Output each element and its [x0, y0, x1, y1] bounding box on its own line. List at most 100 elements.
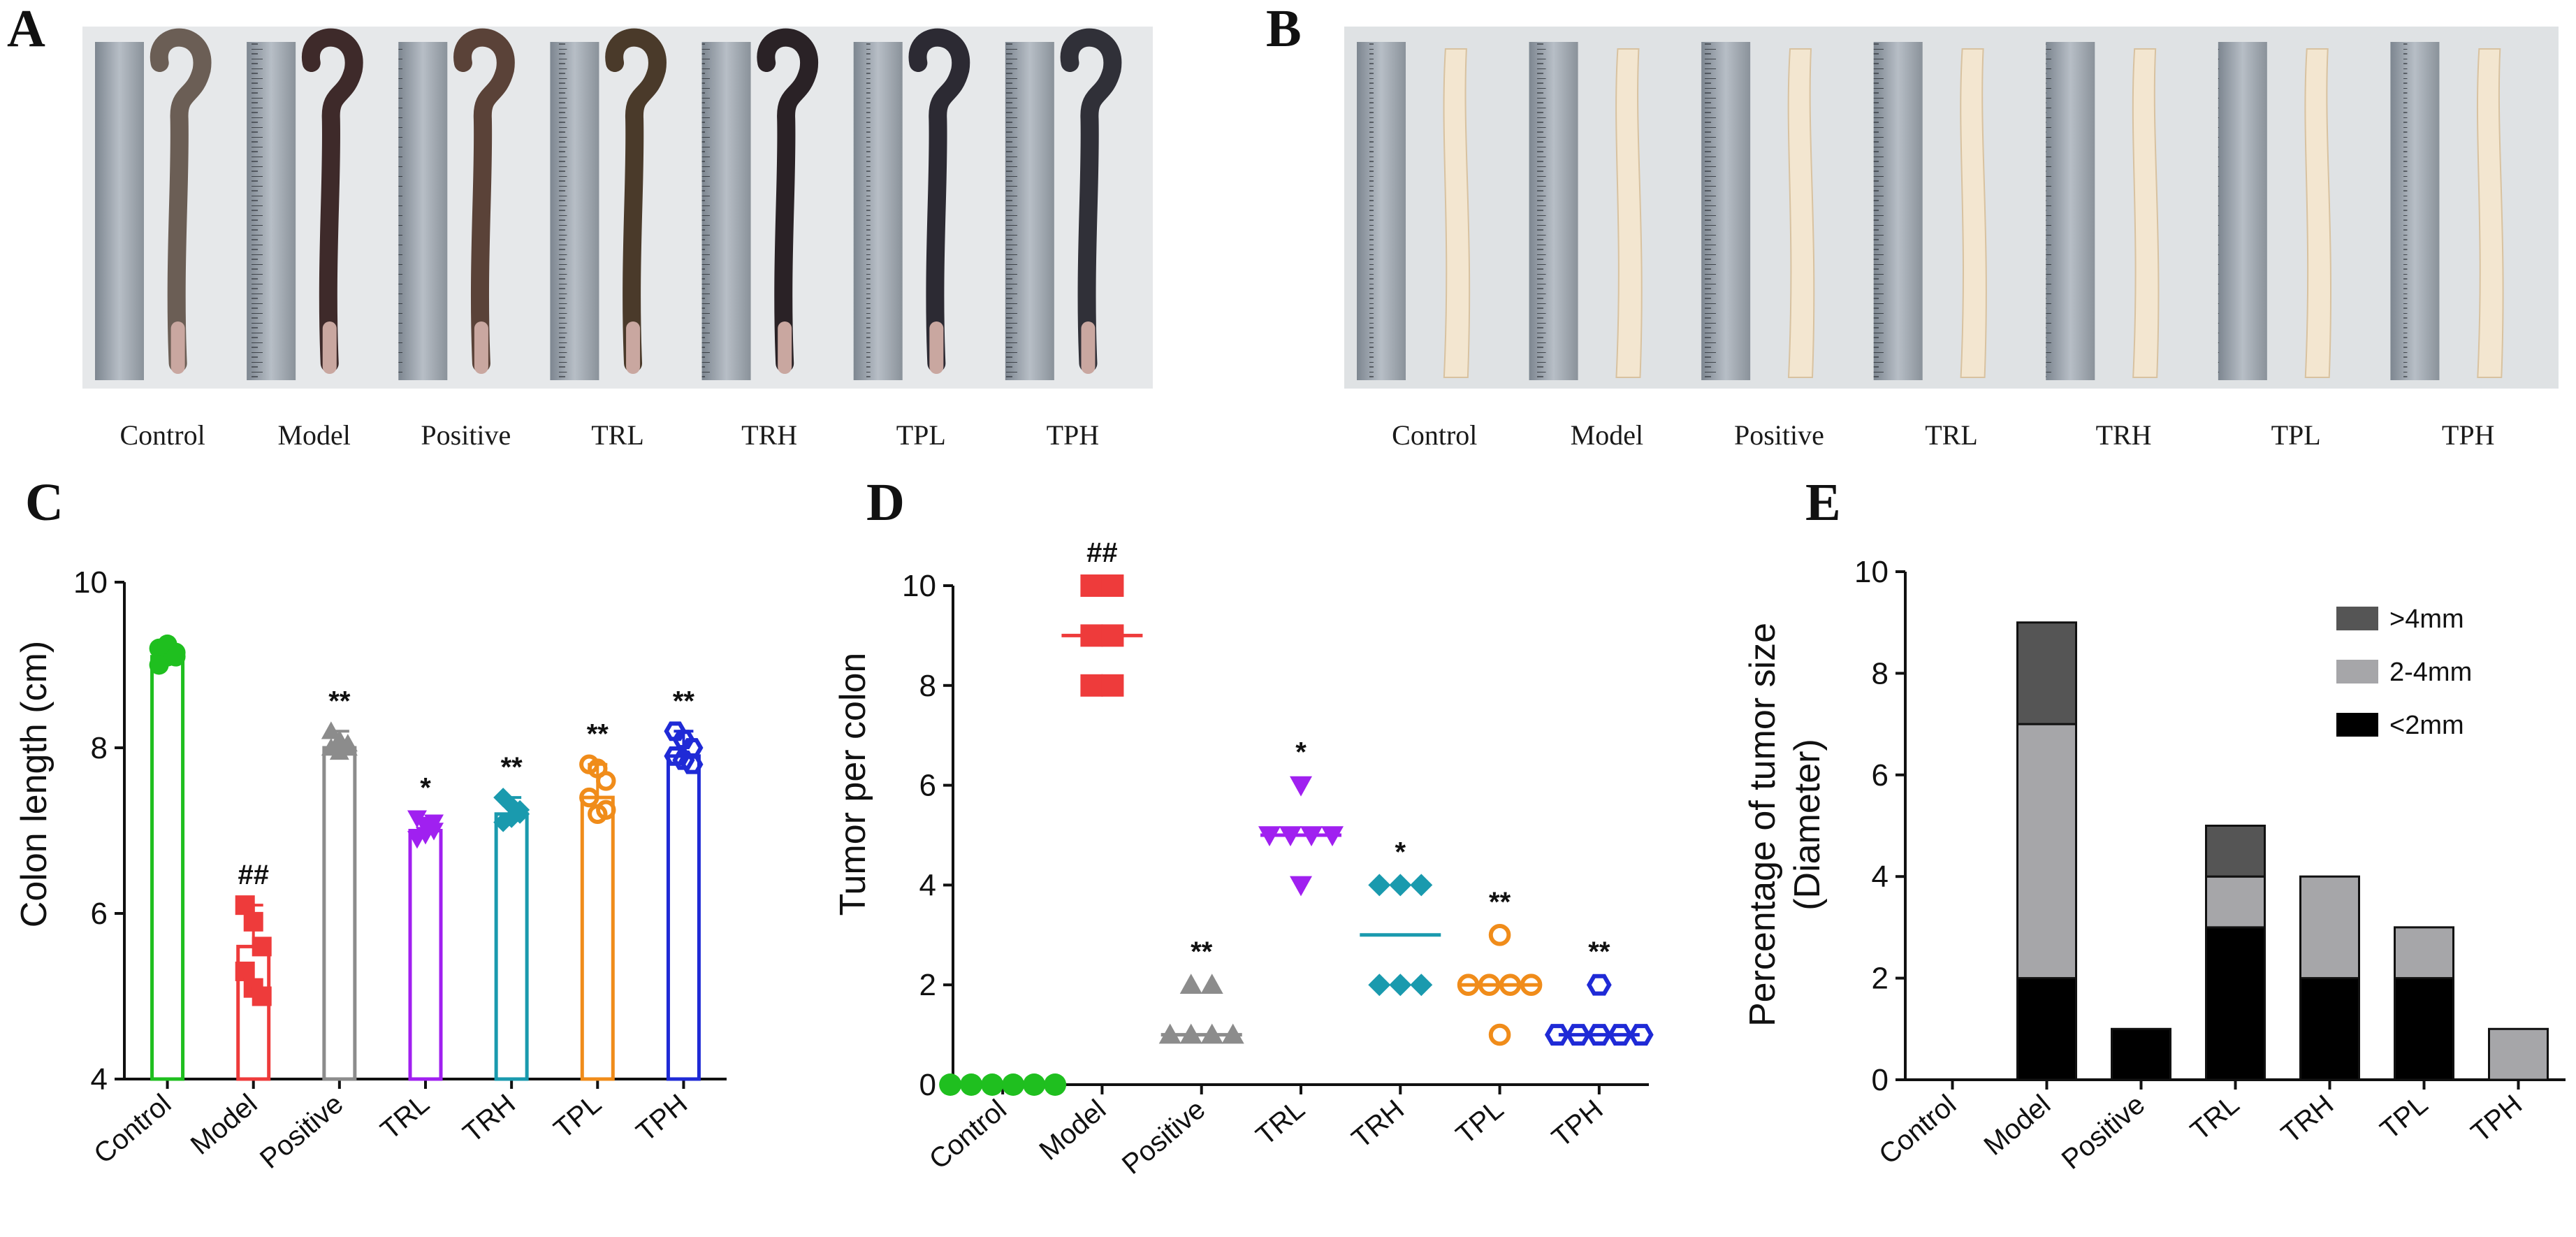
group-label-b-positive: Positive [1734, 419, 1824, 451]
point-tpl [596, 771, 616, 791]
ruler-ticks [1005, 42, 1022, 380]
legend-swatch-4mm [2336, 607, 2378, 630]
group-label-b-tph: TPH [2442, 419, 2495, 451]
colon-specimen [1960, 48, 1987, 378]
x-tick-label-positive: Positive [254, 1088, 349, 1175]
ruler-ticks [95, 42, 112, 380]
point-trh [1389, 974, 1412, 997]
point-positive [1179, 1023, 1202, 1044]
point-tph [681, 754, 704, 774]
y-tick-label: 2 [919, 968, 936, 1002]
y-tick-label: 6 [919, 769, 936, 803]
panel-a: A Control Model Positive TRL TRH TPL TPH [7, 0, 1153, 451]
point-control [1023, 1073, 1046, 1096]
x-tick-label-tpl: TPL [2375, 1089, 2433, 1145]
x-tick-label-control: Control [1873, 1089, 1962, 1171]
significance-trh: * [1395, 837, 1406, 867]
bar-tph [666, 754, 701, 1081]
group-label-a-tph: TPH [1047, 419, 1100, 451]
point-tph [1586, 1024, 1612, 1046]
point-trl [424, 814, 444, 832]
colon-specimen [150, 28, 212, 372]
colon-specimen [1060, 28, 1122, 372]
significance-tph: ** [1588, 936, 1610, 967]
point-tph [1607, 1024, 1633, 1046]
point-tpl [1478, 974, 1501, 996]
y-tick-label: 10 [902, 569, 936, 603]
stack-trl-2mm [2205, 926, 2266, 1081]
significance-model: ## [1086, 537, 1118, 568]
panel-b: B Control Model Positive TRL TRH TPL TPH [1266, 0, 2559, 451]
point-model [1101, 674, 1124, 697]
x-tick-label-positive: Positive [1116, 1094, 1211, 1180]
point-tpl [1520, 974, 1543, 996]
x-tick-label-tph: TPH [631, 1088, 694, 1148]
group-label-a-trl: TRL [591, 419, 644, 451]
ruler-ticks [2218, 42, 2235, 380]
ruler-ticks [247, 42, 264, 380]
x-tick-label-control: Control [88, 1088, 177, 1170]
x-tick-label-trl: TRL [2185, 1089, 2245, 1146]
y-tick-label: 0 [1872, 1063, 1889, 1097]
group-label-a-positive: Positive [421, 419, 511, 451]
colon-specimen [2476, 48, 2504, 378]
y-tick-label: 4 [919, 868, 936, 902]
stack-tph-2-4mm [2488, 1027, 2549, 1081]
group-labels-a: Control Model Positive TRL TRH TPL TPH [119, 419, 1099, 451]
panel-label-c: C [25, 473, 64, 532]
colon-specimen [301, 28, 363, 372]
x-tick-label-trh: TRH [458, 1088, 521, 1149]
bar-positive [322, 746, 357, 1081]
chart-e-ylabel: Percentage of tumor size [1742, 623, 1783, 1027]
colon-specimen [2132, 48, 2160, 378]
x-tick-label-model: Model [185, 1088, 263, 1161]
point-positive [321, 721, 341, 739]
point-positive [1158, 1023, 1181, 1044]
x-tick-label-tph: TPH [2466, 1089, 2528, 1148]
point-positive [1221, 1023, 1244, 1044]
point-model [1080, 674, 1103, 697]
colon-specimen [908, 28, 970, 372]
x-tick-label-trl: TRL [1251, 1094, 1311, 1151]
point-model [235, 961, 255, 981]
group-label-b-model: Model [1571, 419, 1643, 451]
stack-model-2mm [2016, 977, 2077, 1081]
y-tick-label: 4 [1872, 860, 1889, 894]
colon-photo-a [95, 28, 1122, 380]
point-positive [1179, 974, 1202, 994]
panel-label-b: B [1266, 0, 1302, 58]
ruler-ticks [550, 42, 567, 380]
point-tpl [1499, 974, 1522, 996]
point-tph [664, 746, 687, 766]
significance-trl: * [420, 773, 431, 804]
point-tph [664, 721, 687, 742]
point-model [243, 911, 263, 932]
legend-swatch-2-4mm [2336, 660, 2378, 683]
point-model [1101, 574, 1124, 597]
colon-photo-b [1357, 42, 2504, 380]
point-trl [1290, 876, 1312, 897]
legend-swatch-2mm [2336, 713, 2378, 737]
stack-trl-4mm [2205, 825, 2266, 878]
panel-label-d: D [866, 473, 905, 532]
colon-specimen [605, 28, 667, 372]
point-control [149, 655, 169, 675]
y-tick-label: 0 [919, 1068, 936, 1102]
point-trl [1290, 776, 1312, 797]
x-tick-label-positive: Positive [2056, 1089, 2151, 1175]
group-labels-b: Control Model Positive TRL TRH TPL TPH [1392, 419, 2494, 451]
chart-e-plot: 0 2 4 6 8 10 Control Model Positive TRL TRH TPL TPH [1854, 555, 2566, 1175]
x-tick-label-trl: TRL [375, 1088, 435, 1145]
y-tick-label: 10 [73, 565, 108, 600]
x-tick-label-model: Model [1979, 1089, 2057, 1162]
point-model [1080, 574, 1103, 597]
group-label-a-tpl: TPL [896, 419, 946, 451]
group-label-b-control: Control [1392, 419, 1477, 451]
point-control [1002, 1073, 1025, 1096]
chart-e-ylabel-2: (Diameter) [1787, 739, 1828, 911]
point-tph [672, 730, 695, 750]
point-trl [1300, 826, 1323, 846]
y-tick-label: 6 [1872, 758, 1889, 793]
